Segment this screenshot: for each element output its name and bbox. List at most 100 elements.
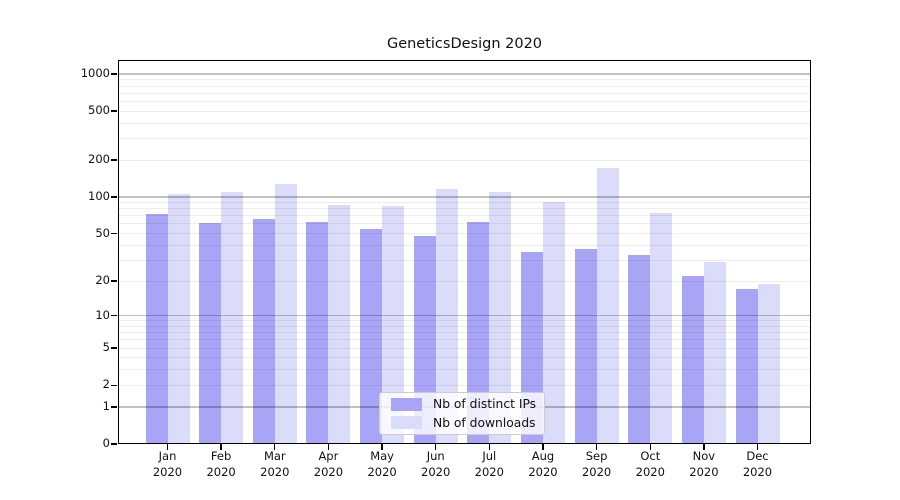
x-tick-oct (649, 444, 651, 450)
x-tick-jun (435, 444, 437, 450)
bar-downloads-jul (489, 191, 512, 444)
y-tick-label-0: 0 (102, 436, 110, 450)
gridline-minor-900 (118, 79, 811, 81)
x-tick-label-sep: Sep 2020 (581, 449, 612, 479)
y-tick-0 (111, 443, 117, 445)
gridline-minor-80 (118, 208, 811, 210)
y-tick-label-1000: 1000 (80, 66, 110, 80)
y-tick-label-500: 500 (88, 103, 110, 118)
gridline-major-1000 (118, 73, 811, 75)
y-tick-2 (111, 384, 117, 386)
gridline-minor-2 (118, 384, 811, 386)
gridline-minor-200 (118, 159, 811, 161)
x-tick-label-may: May 2020 (367, 449, 397, 479)
gridline-minor-5 (118, 347, 811, 349)
x-tick-may (381, 444, 383, 450)
gridline-minor-6 (118, 339, 811, 341)
x-tick-label-oct: Oct 2020 (635, 449, 665, 479)
bar-ips-mar (252, 218, 275, 444)
legend-swatch-distinct-ips (391, 398, 422, 411)
bar-ips-sep (574, 249, 597, 444)
bar-ips-may (360, 229, 383, 444)
x-tick-aug (542, 444, 544, 450)
gridline-minor-700 (118, 92, 811, 94)
x-tick-label-feb: Feb 2020 (206, 449, 236, 479)
x-tick-label-jul: Jul 2020 (474, 449, 504, 479)
gridline-major-10 (118, 314, 811, 317)
y-tick-label-1: 1 (102, 398, 110, 413)
gridline-minor-90 (118, 201, 811, 203)
x-tick-label-apr: Apr 2020 (313, 449, 344, 479)
bar-downloads-aug (543, 201, 565, 444)
gridline-minor-70 (118, 215, 811, 217)
x-tick-sep (595, 444, 598, 450)
bar-downloads-oct (650, 212, 673, 444)
x-tick-apr (327, 444, 330, 450)
y-tick-20 (111, 280, 117, 282)
y-tick-label-20: 20 (95, 273, 110, 287)
x-tick-label-aug: Aug 2020 (528, 449, 558, 479)
x-tick-jul (488, 444, 490, 450)
chart-title: GeneticsDesign 2020 (386, 36, 543, 52)
legend-label-downloads: Nb of downloads (433, 415, 536, 430)
gridline-minor-800 (118, 85, 811, 87)
gridline-minor-300 (118, 137, 811, 139)
gridline-minor-60 (118, 223, 811, 225)
gridline-minor-7 (118, 332, 811, 334)
gridline-minor-500 (118, 110, 811, 112)
y-tick-100 (111, 196, 117, 198)
bar-downloads-jun (435, 188, 458, 444)
gridline-minor-600 (118, 100, 811, 102)
bar-downloads-jan (167, 194, 190, 444)
bar-ips-oct (628, 255, 651, 444)
y-tick-1 (111, 406, 117, 408)
gridline-minor-20 (118, 280, 811, 282)
y-tick-10 (111, 314, 117, 317)
x-tick-feb (220, 444, 222, 450)
x-tick-label-dec: Dec 2020 (742, 449, 773, 479)
gridline-minor-4 (118, 357, 811, 359)
legend: Nb of distinct IPs Nb of downloads (379, 392, 545, 435)
gridline-minor-8 (118, 325, 811, 327)
legend-item-distinct-ips: Nb of distinct IPs (391, 397, 544, 411)
legend-item-downloads: Nb of downloads (391, 416, 544, 430)
bar-ips-jun (413, 235, 436, 444)
gridline-minor-30 (118, 259, 811, 261)
gridline-minor-50 (118, 233, 811, 234)
x-tick-label-mar: Mar 2020 (260, 449, 290, 479)
bar-downloads-mar (274, 184, 297, 444)
x-tick-nov (703, 444, 705, 450)
bar-ips-apr (306, 222, 329, 444)
y-tick-200 (111, 159, 117, 161)
bar-downloads-sep (596, 168, 619, 444)
x-tick-label-jan: Jan 2020 (152, 449, 183, 479)
y-tick-label-5: 5 (102, 340, 110, 355)
x-tick-jan (166, 444, 169, 450)
bar-ips-jul (467, 222, 490, 444)
gridline-minor-9 (118, 320, 811, 322)
bar-downloads-nov (703, 261, 726, 444)
bar-ips-nov (681, 276, 704, 444)
y-tick-5 (111, 347, 117, 349)
y-tick-label-50: 50 (95, 225, 110, 240)
legend-label-distinct-ips: Nb of distinct IPs (433, 397, 537, 412)
x-tick-mar (274, 444, 276, 450)
y-tick-label-100: 100 (88, 188, 110, 203)
legend-swatch-downloads (391, 416, 422, 429)
y-tick-50 (111, 232, 117, 235)
gridline-minor-40 (118, 244, 811, 246)
gridline-minor-3 (118, 369, 811, 371)
bar-ips-feb (199, 223, 222, 444)
gridline-minor-400 (118, 122, 811, 124)
bar-ips-dec (735, 289, 758, 444)
x-tick-dec (756, 444, 759, 450)
y-tick-500 (111, 110, 117, 112)
gridline-major-100 (118, 196, 811, 198)
bar-ips-jan (145, 213, 168, 444)
bar-downloads-may (382, 206, 405, 444)
y-tick-label-200: 200 (88, 152, 110, 166)
x-tick-label-nov: Nov 2020 (689, 449, 719, 479)
y-tick-1000 (111, 73, 117, 75)
x-tick-label-jun: Jun 2020 (421, 449, 451, 479)
